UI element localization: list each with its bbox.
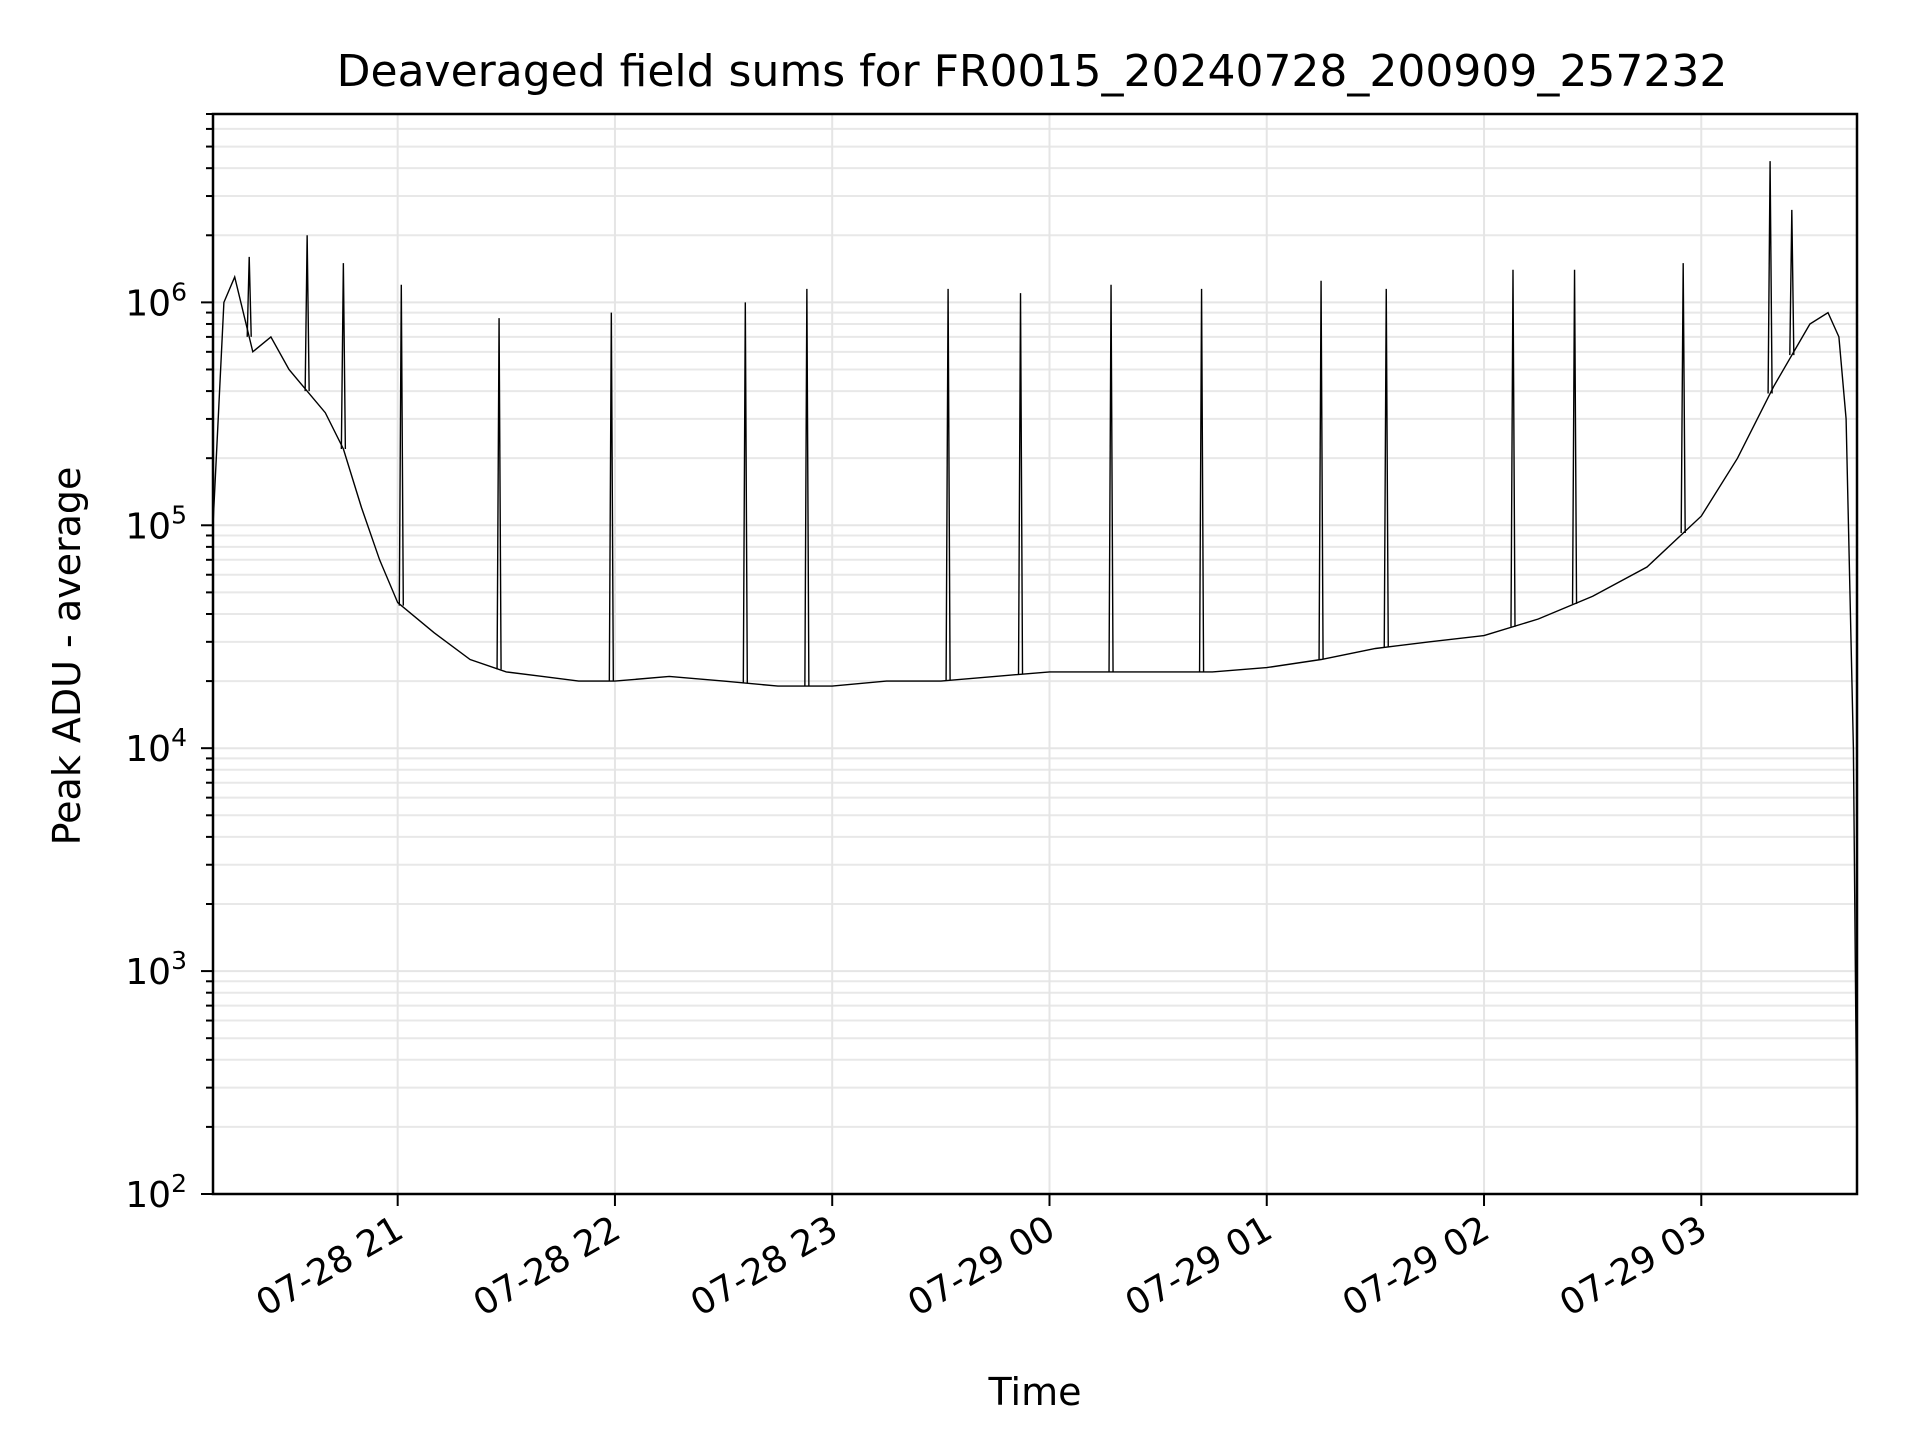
chart-title: Deaveraged field sums for FR0015_2024072… — [337, 46, 1728, 97]
spike-mark — [1510, 269, 1516, 627]
x-tick-label: 07-29 03 — [1553, 1208, 1714, 1324]
plot-frame — [211, 112, 1859, 1196]
spike-mark — [945, 288, 951, 681]
spike-mark — [1318, 280, 1324, 660]
spike-mark — [1198, 288, 1205, 672]
spike-mark — [608, 312, 615, 682]
y-tick-label: 106 — [125, 277, 187, 324]
spike-mark — [1383, 288, 1389, 648]
x-axis-ticks: 07-28 21 07-28 22 07-28 23 07-29 00 07-29 01… — [250, 1194, 1714, 1325]
spike-mark — [304, 235, 310, 392]
y-axis-ticks: 102 103 104 105 106 — [125, 113, 213, 1216]
series-line — [212, 274, 1858, 1155]
x-tick-label: 07-28 22 — [467, 1208, 628, 1324]
spike-mark — [1789, 209, 1795, 356]
y-tick-label: 104 — [125, 723, 187, 770]
spike-mark — [398, 284, 404, 606]
x-tick-label: 07-28 21 — [250, 1208, 411, 1324]
spike-mark — [742, 302, 749, 684]
spike-mark — [496, 318, 502, 670]
y-tick-label: 105 — [125, 500, 187, 547]
spike-mark — [1571, 269, 1578, 604]
x-tick-label: 07-29 00 — [901, 1208, 1062, 1324]
spike-mark — [1680, 263, 1686, 534]
spike-mark — [804, 288, 810, 687]
y-axis-label: Peak ADU - average — [45, 467, 89, 846]
y-tick-label: 102 — [125, 1169, 187, 1216]
x-tick-label: 07-29 02 — [1336, 1208, 1497, 1324]
spike-mark — [340, 263, 347, 449]
x-tick-label: 07-28 23 — [684, 1208, 845, 1324]
y-tick-label: 103 — [125, 946, 187, 993]
x-axis-label: Time — [988, 1370, 1082, 1414]
x-tick-label: 07-29 01 — [1119, 1208, 1280, 1324]
grid — [213, 113, 1857, 1195]
spike-mark — [1017, 293, 1024, 675]
spike-mark — [1767, 161, 1773, 394]
spike-mark — [246, 256, 252, 337]
spike-mark — [1108, 284, 1114, 672]
series-layer — [212, 161, 1858, 1155]
